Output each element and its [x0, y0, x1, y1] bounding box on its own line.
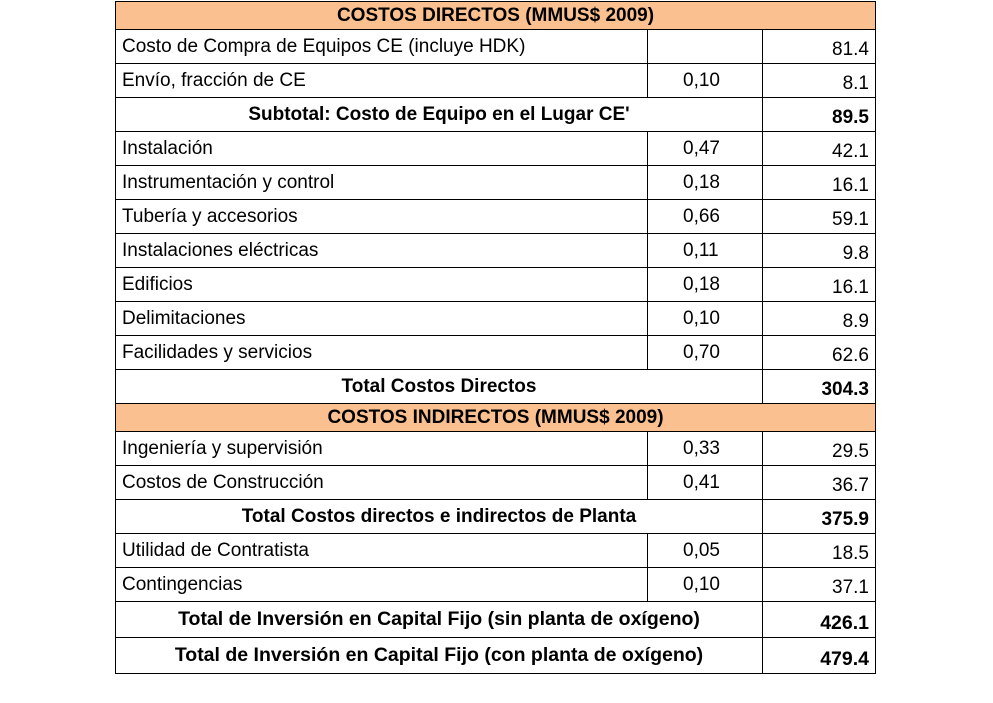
row-value: 36.7 — [762, 465, 876, 500]
table-row: Edificios 0,18 16.1 — [115, 267, 876, 302]
table-row: Facilidades y servicios 0,70 62.6 — [115, 335, 876, 370]
total-investment-without-oxygen-value: 426.1 — [762, 601, 876, 638]
row-value: 16.1 — [762, 165, 876, 200]
total-plant-costs-row: Total Costos directos e indirectos de Pl… — [115, 499, 876, 534]
row-value: 81.4 — [762, 29, 876, 64]
row-label: Contingencias — [115, 567, 648, 602]
row-value: 8.1 — [762, 63, 876, 98]
row-factor: 0,47 — [647, 131, 763, 166]
indirect-costs-header-row: COSTOS INDIRECTOS (MMUS$ 2009) — [115, 403, 876, 432]
row-label: Instalación — [115, 131, 648, 166]
total-investment-with-oxygen-row: Total de Inversión en Capital Fijo (con … — [115, 637, 876, 674]
row-factor: 0,18 — [647, 267, 763, 302]
row-factor: 0,70 — [647, 335, 763, 370]
row-factor: 0,33 — [647, 431, 763, 466]
total-investment-with-oxygen-label: Total de Inversión en Capital Fijo (con … — [115, 637, 763, 674]
row-value: 16.1 — [762, 267, 876, 302]
row-label: Facilidades y servicios — [115, 335, 648, 370]
subtotal-label: Subtotal: Costo de Equipo en el Lugar CE… — [115, 97, 763, 132]
total-direct-costs-label: Total Costos Directos — [115, 369, 763, 404]
row-factor: 0,10 — [647, 567, 763, 602]
row-value: 42.1 — [762, 131, 876, 166]
row-factor: 0,05 — [647, 533, 763, 568]
table-row: Envío, fracción de CE 0,10 8.1 — [115, 63, 876, 98]
table-row: Tubería y accesorios 0,66 59.1 — [115, 199, 876, 234]
table-row: Instalaciones eléctricas 0,11 9.8 — [115, 233, 876, 268]
row-label: Instrumentación y control — [115, 165, 648, 200]
row-factor: 0,10 — [647, 301, 763, 336]
direct-costs-header-row: COSTOS DIRECTOS (MMUS$ 2009) — [115, 1, 876, 30]
row-label: Costos de Construcción — [115, 465, 648, 500]
subtotal-value: 89.5 — [762, 97, 876, 132]
total-direct-costs-row: Total Costos Directos 304.3 — [115, 369, 876, 404]
total-plant-costs-value: 375.9 — [762, 499, 876, 534]
row-value: 18.5 — [762, 533, 876, 568]
total-investment-without-oxygen-row: Total de Inversión en Capital Fijo (sin … — [115, 601, 876, 638]
row-label: Envío, fracción de CE — [115, 63, 648, 98]
row-factor: 0,18 — [647, 165, 763, 200]
row-value: 9.8 — [762, 233, 876, 268]
row-label: Ingeniería y supervisión — [115, 431, 648, 466]
row-factor — [647, 29, 763, 64]
total-investment-with-oxygen-value: 479.4 — [762, 637, 876, 674]
table-row: Costos de Construcción 0,41 36.7 — [115, 465, 876, 500]
row-label: Tubería y accesorios — [115, 199, 648, 234]
table-row: Instalación 0,47 42.1 — [115, 131, 876, 166]
table-row: Costo de Compra de Equipos CE (incluye H… — [115, 29, 876, 64]
total-investment-without-oxygen-label: Total de Inversión en Capital Fijo (sin … — [115, 601, 763, 638]
subtotal-row: Subtotal: Costo de Equipo en el Lugar CE… — [115, 97, 876, 132]
table-row: Instrumentación y control 0,18 16.1 — [115, 165, 876, 200]
row-value: 37.1 — [762, 567, 876, 602]
row-label: Instalaciones eléctricas — [115, 233, 648, 268]
row-value: 59.1 — [762, 199, 876, 234]
row-value: 8.9 — [762, 301, 876, 336]
total-direct-costs-value: 304.3 — [762, 369, 876, 404]
row-label: Utilidad de Contratista — [115, 533, 648, 568]
row-label: Delimitaciones — [115, 301, 648, 336]
row-label: Edificios — [115, 267, 648, 302]
row-factor: 0,41 — [647, 465, 763, 500]
table-row: Utilidad de Contratista 0,05 18.5 — [115, 533, 876, 568]
direct-costs-header: COSTOS DIRECTOS (MMUS$ 2009) — [115, 1, 876, 30]
table-row: Delimitaciones 0,10 8.9 — [115, 301, 876, 336]
row-label: Costo de Compra de Equipos CE (incluye H… — [115, 29, 648, 64]
row-value: 62.6 — [762, 335, 876, 370]
total-plant-costs-label: Total Costos directos e indirectos de Pl… — [115, 499, 763, 534]
row-factor: 0,11 — [647, 233, 763, 268]
row-factor: 0,66 — [647, 199, 763, 234]
row-factor: 0,10 — [647, 63, 763, 98]
table-row: Ingeniería y supervisión 0,33 29.5 — [115, 431, 876, 466]
row-value: 29.5 — [762, 431, 876, 466]
indirect-costs-header: COSTOS INDIRECTOS (MMUS$ 2009) — [115, 403, 876, 432]
cost-table: COSTOS DIRECTOS (MMUS$ 2009) Costo de Co… — [115, 1, 876, 674]
table-row: Contingencias 0,10 37.1 — [115, 567, 876, 602]
